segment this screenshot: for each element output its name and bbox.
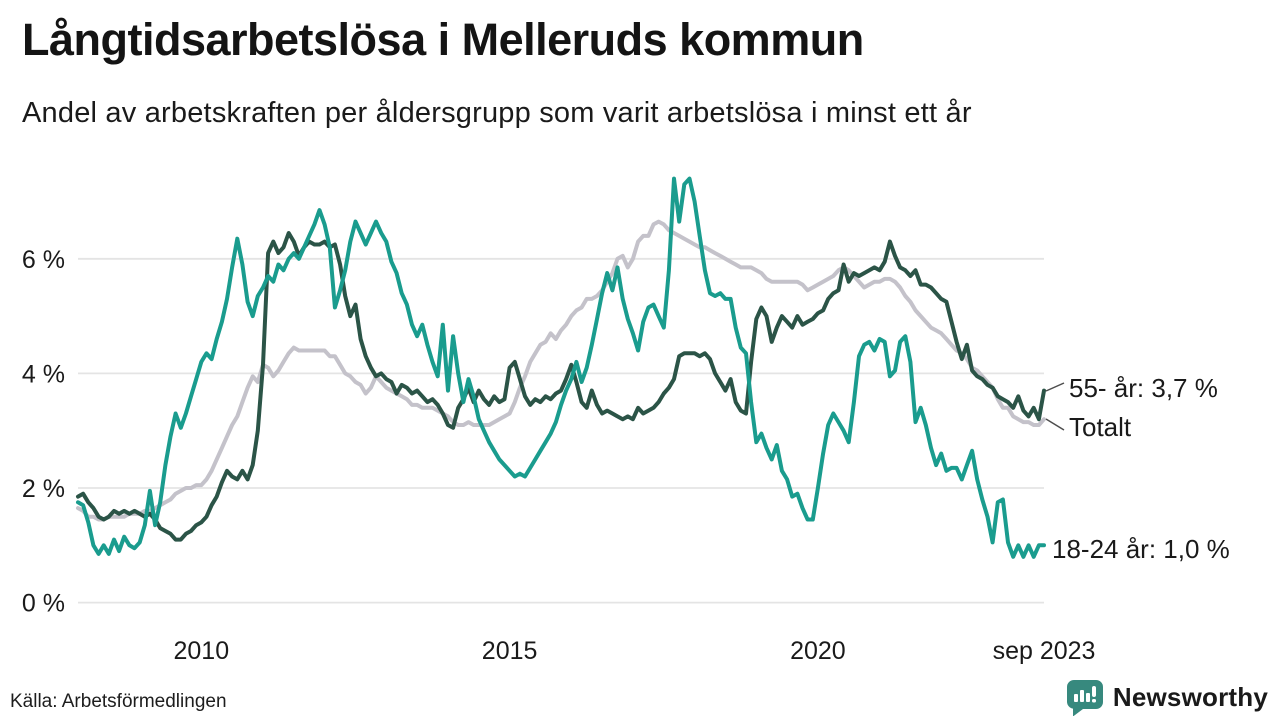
label-leader-line [1045,418,1065,431]
series-line-totalt [76,219,1046,522]
x-tick-label: sep 2023 [993,637,1096,665]
newsworthy-wordmark: Newsworthy [1112,682,1268,712]
x-tick-label: 2010 [174,637,230,665]
series-line-55-år [76,231,1046,542]
newsworthy-logo: Newsworthy [1066,679,1268,716]
x-tick-label: 2020 [790,637,846,665]
y-tick-label: 4 % [22,360,65,388]
y-tick-label: 0 % [22,590,65,618]
series-end-label: Totalt [1069,412,1132,442]
series-end-label: 18-24 år: 1,0 % [1052,534,1230,564]
source-note: Källa: Arbetsförmedlingen [10,691,227,712]
newsworthy-bubble-chart-icon [1066,680,1103,716]
page-subtitle: Andel av arbetskraften per åldersgrupp s… [22,97,972,129]
y-tick-label: 6 % [22,246,65,274]
page-title: Långtidsarbetslösa i Melleruds kommun [22,14,864,65]
series-line-18-24-år [76,176,1046,559]
y-tick-label: 2 % [22,475,65,503]
x-tick-label: 2015 [482,637,538,665]
series-end-label: 55- år: 3,7 % [1069,373,1218,403]
label-leader-line [1045,382,1065,392]
